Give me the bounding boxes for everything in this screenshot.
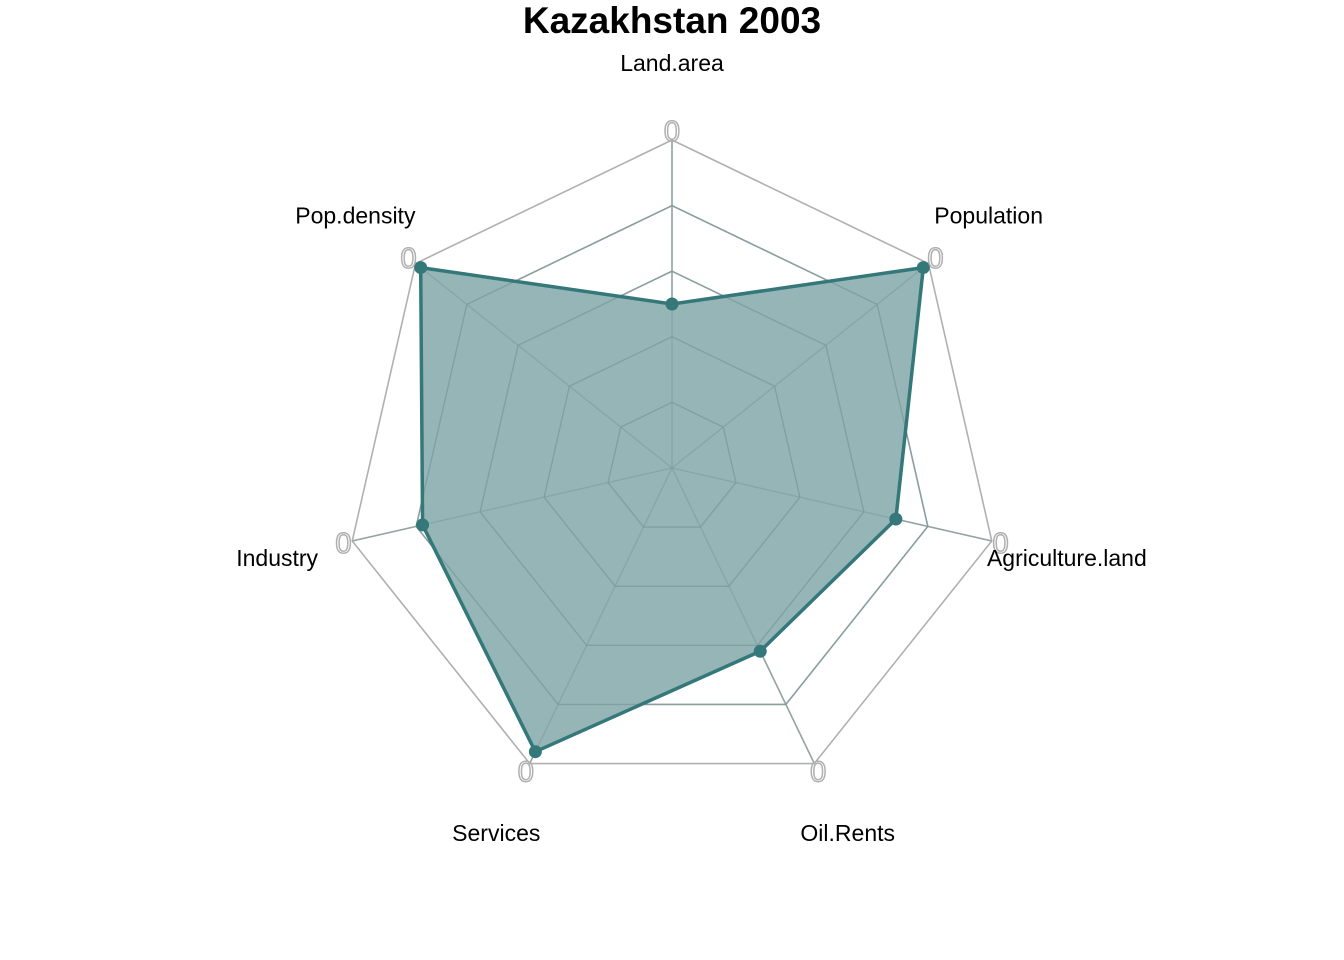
- spoke-overlay-pop-density: [415, 262, 673, 469]
- tick-label-pop-density: 0: [400, 243, 416, 275]
- data-point-services: [528, 745, 542, 759]
- data-point-agriculture-land: [889, 512, 903, 526]
- radar-tick-labels: 0 0 0 0 0 0 0: [335, 115, 1010, 789]
- radar-axis-labels: Land.area Population Agriculture.land Oil.R…: [236, 50, 1147, 846]
- axis-label-land-area: Land.area: [620, 50, 724, 76]
- series-area: [420, 267, 924, 752]
- radar-series-layer: [352, 140, 992, 764]
- data-point-pop-density: [414, 261, 428, 275]
- grid-ring-overlay-2: [543, 336, 801, 587]
- tick-label-services: 0: [518, 757, 534, 789]
- data-point-industry: [416, 518, 430, 532]
- data-point-population: [916, 261, 930, 275]
- grid-ring-overlay-4: [415, 204, 929, 706]
- spoke-overlay-industry: [352, 467, 673, 542]
- axis-label-population: Population: [934, 202, 1043, 228]
- grid-ring-overlay-1: [607, 401, 737, 528]
- grid-ring-overlay-3: [479, 270, 865, 647]
- tick-label-agriculture-land: 0: [992, 528, 1008, 560]
- axis-label-agriculture-land: Agriculture.land: [987, 545, 1147, 571]
- spoke-overlay-agriculture-land: [671, 467, 992, 542]
- tick-label-industry: 0: [335, 528, 351, 560]
- series-line: [418, 265, 926, 754]
- tick-label-oil-rents: 0: [810, 757, 826, 789]
- spoke-overlay-oil-rents: [671, 467, 815, 764]
- radar-inner-grid: [352, 140, 992, 764]
- axis-label-oil-rents: Oil.Rents: [800, 820, 895, 846]
- tick-label-land-area: 0: [664, 116, 680, 148]
- tick-label-population: 0: [927, 243, 943, 275]
- spoke-overlay-population: [671, 262, 929, 469]
- data-point-land-area: [665, 297, 679, 311]
- data-point-oil-rents: [753, 644, 767, 658]
- spoke-overlay-services: [529, 467, 673, 764]
- axis-label-pop-density: Pop.density: [295, 202, 416, 228]
- grid-ring-5: [351, 139, 993, 765]
- axis-label-services: Services: [452, 820, 540, 846]
- axis-label-industry: Industry: [236, 545, 318, 571]
- chart-title: Kazakhstan 2003: [523, 0, 821, 41]
